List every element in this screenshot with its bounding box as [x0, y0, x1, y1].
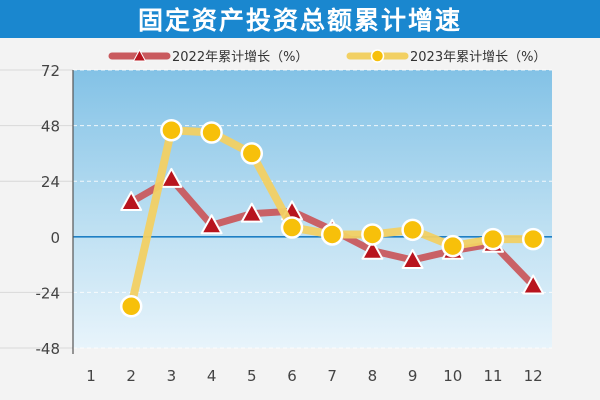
y-tick-label: -24	[36, 284, 61, 302]
series-2023-point	[119, 295, 143, 318]
series-2023-point	[441, 234, 465, 258]
series-2023-point	[200, 121, 223, 144]
chart-area: 72 48 24 0 -24 -48 1 2 3 4 5 6 7 8 9 10 11 12 2022年累计增长（%…	[0, 38, 600, 400]
x-tick-label: 8	[368, 367, 378, 385]
series-2022-point	[361, 239, 384, 260]
legend: 2022年累计增长（%） 2023年累计增长（%）	[108, 48, 546, 65]
series-2022-point	[160, 167, 183, 188]
series-2023-point	[521, 227, 545, 251]
legend-label: 2022年累计增长（%）	[172, 50, 308, 65]
grid-lines	[0, 69, 552, 349]
x-tick-label: 6	[287, 367, 297, 385]
series-2023-point	[361, 223, 384, 246]
chart-title: 固定资产投资总额累计增速	[0, 0, 600, 38]
y-tick-label: 72	[41, 62, 60, 80]
series-2022-point	[401, 248, 424, 269]
x-tick-label: 4	[207, 367, 217, 385]
series-2022-point	[240, 202, 263, 223]
series-2023-point	[280, 216, 304, 239]
legend-marker-circle	[370, 49, 385, 63]
legend-label: 2023年累计增长（%）	[410, 50, 546, 65]
x-tick-label: 11	[483, 367, 502, 385]
y-tick-label: -48	[36, 340, 61, 358]
x-tick-label: 10	[443, 367, 462, 385]
x-tick-label: 7	[327, 367, 337, 385]
plot-area	[73, 70, 552, 348]
x-tick-label: 2	[126, 367, 136, 385]
legend-marker-triangle	[132, 48, 147, 62]
legend-item-2022: 2022年累计增长（%）	[108, 48, 308, 65]
x-tick-label: 1	[86, 367, 96, 385]
y-tick-label: 24	[41, 173, 60, 191]
series-2023-point	[481, 227, 505, 251]
series-2022-point	[120, 191, 143, 212]
series-2023-point	[401, 218, 424, 242]
series-2023-point	[240, 142, 264, 165]
x-tick-label: 9	[408, 367, 418, 385]
series-2023-point	[160, 118, 183, 142]
x-tick-label: 3	[167, 367, 177, 385]
y-tick-label: 0	[50, 229, 60, 247]
series-2022-point	[522, 274, 545, 295]
y-tick-label: 48	[41, 118, 60, 136]
x-tick-label: 12	[524, 367, 543, 385]
series-2022-point	[200, 214, 223, 235]
series-2023-point	[320, 223, 344, 246]
x-tick-label: 5	[247, 367, 257, 385]
series-layer	[119, 118, 545, 318]
plot-background	[73, 70, 552, 348]
legend-item-2023: 2023年累计增长（%）	[346, 49, 546, 65]
